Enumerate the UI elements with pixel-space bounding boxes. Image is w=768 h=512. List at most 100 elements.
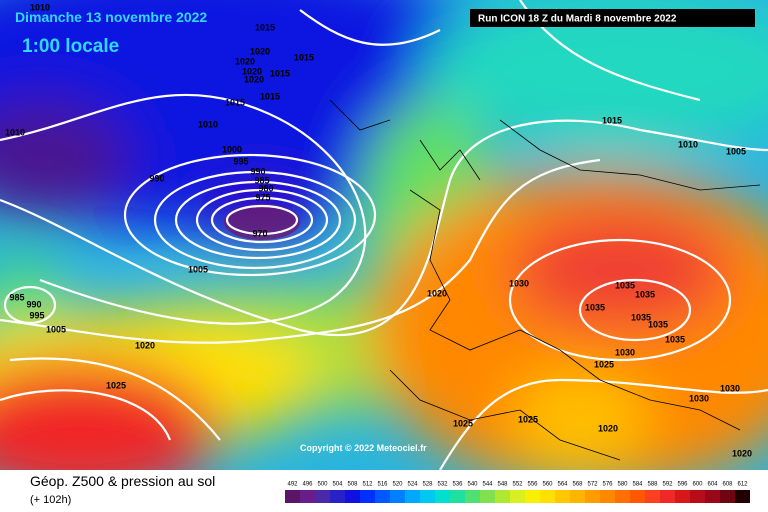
copyright: Copyright © 2022 Meteociel.fr	[300, 443, 427, 453]
footer-title: Géop. Z500 & pression au sol	[30, 473, 215, 489]
isobar-label: 1010	[678, 139, 698, 149]
colorbar-tick: 576	[602, 482, 613, 488]
run-box	[470, 9, 755, 27]
isobar-label: 1020	[135, 340, 155, 350]
colorbar-tick: 492	[287, 482, 298, 488]
isobar-label: 1015	[294, 52, 314, 62]
field	[0, 0, 768, 470]
isobar-label: 1035	[615, 280, 635, 290]
colorbar-swatch	[630, 490, 645, 503]
colorbar-tick: 588	[647, 482, 658, 488]
isobar-label: 985	[9, 292, 24, 302]
footer-lead: (+ 102h)	[30, 494, 71, 506]
colorbar-swatch	[525, 490, 540, 503]
isobar-label: 1020	[242, 66, 262, 76]
colorbar-tick: 600	[692, 482, 703, 488]
isobar-label: 1020	[244, 74, 264, 84]
isobar-label: 1035	[665, 334, 685, 344]
date-label: Dimanche 13 novembre 2022	[15, 9, 207, 25]
isobar-label: 1020	[427, 288, 447, 298]
colorbar-swatch	[555, 490, 570, 503]
colorbar-swatch	[345, 490, 360, 503]
isobar-label: 1025	[453, 418, 473, 428]
colorbar-tick: 532	[437, 482, 448, 488]
colorbar-swatch	[375, 490, 390, 503]
colorbar-swatch	[300, 490, 315, 503]
isobar-label: 985	[254, 175, 269, 185]
colorbar: 492 496 500 504 508 512 516 520 524 528 532 536 540 5…	[285, 482, 750, 503]
isobar-label: 1020	[732, 448, 752, 458]
isobar-label: 980	[258, 183, 273, 193]
isobar-label: 1010	[5, 127, 25, 137]
colorbar-swatch	[420, 490, 435, 503]
colorbar-tick: 608	[722, 482, 733, 488]
colorbar-swatch	[360, 490, 375, 503]
run-label: Run ICON 18 Z du Mardi 8 novembre 2022	[478, 14, 677, 25]
colorbar-tick: 556	[527, 482, 538, 488]
isobar-label: 1030	[615, 347, 635, 357]
isobar-label: 1015	[255, 22, 275, 32]
colorbar-tick: 592	[662, 482, 673, 488]
colorbar-swatch	[675, 490, 690, 503]
colorbar-swatch	[705, 490, 720, 503]
colorbar-tick: 536	[452, 482, 463, 488]
isobar-label: 990	[250, 166, 265, 176]
colorbar-tick: 540	[467, 482, 478, 488]
isobar-label: 1030	[720, 383, 740, 393]
isobar-label: 1005	[46, 324, 66, 334]
colorbar-swatch	[660, 490, 675, 503]
isobar-label: 1015	[602, 115, 622, 125]
isobar-label: 1020	[250, 46, 270, 56]
colorbar-tick: 548	[497, 482, 508, 488]
colorbar-tick: 524	[407, 482, 418, 488]
colorbar-tick: 496	[302, 482, 313, 488]
colorbar-tick: 552	[512, 482, 523, 488]
isobar-label: 995	[233, 156, 248, 166]
isobar-label: 1020	[235, 56, 255, 66]
isobar-label: 1015	[260, 91, 280, 101]
colorbar-swatch	[510, 490, 525, 503]
isobar-label: 1015	[270, 68, 290, 78]
isobar-label: 1025	[518, 414, 538, 424]
colorbar-tick: 612	[737, 482, 748, 488]
colorbar-tick: 544	[482, 482, 493, 488]
colorbar-swatch	[690, 490, 705, 503]
colorbar-tick: 504	[332, 482, 343, 488]
colorbar-tick: 584	[632, 482, 643, 488]
isobar-label: 1020	[598, 423, 618, 433]
isobar-label: 1025	[594, 359, 614, 369]
colorbar-swatch	[600, 490, 615, 503]
colorbar-swatch	[315, 490, 330, 503]
isobar-label: 1005	[188, 264, 208, 274]
isobar-label: 1000	[222, 144, 242, 154]
time-label: 1:00 locale	[22, 36, 119, 57]
colorbar-swatch	[540, 490, 555, 503]
isobar-label: 995	[29, 310, 44, 320]
colorbar-tick: 560	[542, 482, 553, 488]
colorbar-tick: 520	[392, 482, 403, 488]
isobar-label: 1010	[198, 119, 218, 129]
colorbar-swatch	[285, 490, 300, 503]
isobar-label: 1035	[648, 319, 668, 329]
colorbar-swatch	[465, 490, 480, 503]
isobar-label: 1035	[585, 302, 605, 312]
colorbar-swatch	[570, 490, 585, 503]
isobar-label: 990	[26, 299, 41, 309]
colorbar-tick: 508	[347, 482, 358, 488]
isobar-label: 1010	[30, 2, 50, 12]
isobar-label: 990	[149, 173, 164, 183]
colorbar-swatch	[450, 490, 465, 503]
colorbar-swatch	[390, 490, 405, 503]
colorbar-tick: 568	[572, 482, 583, 488]
colorbar-swatch	[585, 490, 600, 503]
colorbar-swatch	[480, 490, 495, 503]
colorbar-swatch	[405, 490, 420, 503]
isobar-label: 1035	[631, 312, 651, 322]
isobar-label: 1035	[635, 289, 655, 299]
colorbar-swatch	[720, 490, 735, 503]
isobar-label: 1015	[225, 97, 245, 107]
isobar-label: 1005	[726, 146, 746, 156]
colorbar-tick: 604	[707, 482, 718, 488]
